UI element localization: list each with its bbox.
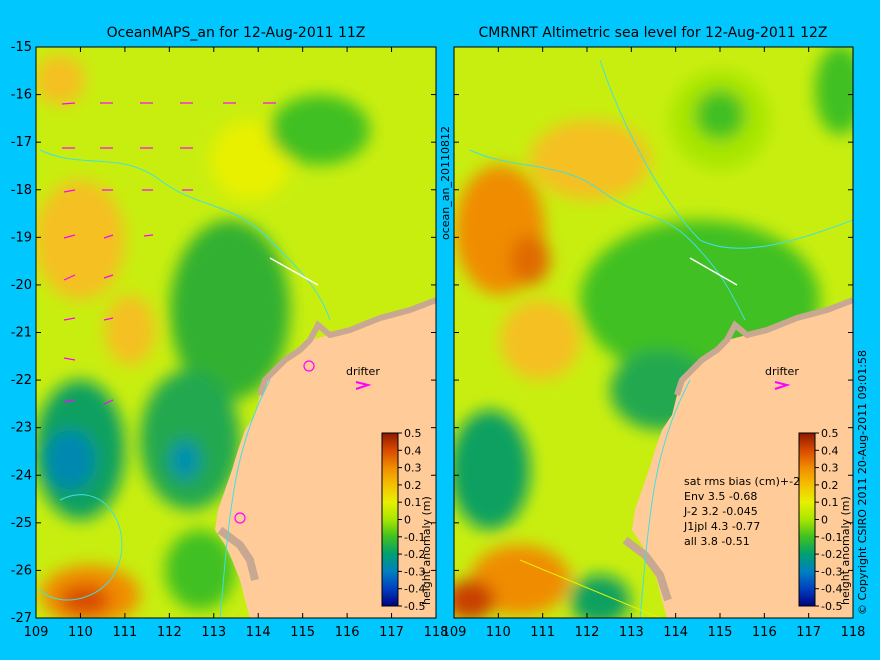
left-colorbar-label: height anomaly (m) (420, 496, 433, 605)
left-colorbar: 0.5 0.4 0.3 0.2 0.1 0 -0.1 -0.2 -0.3 -0.4 -0.5 hei… (381, 427, 433, 613)
colorbar-tick-label: 0.2 (404, 479, 422, 492)
lon-tick-label: 110 (486, 625, 511, 640)
lat-tick-label: -21 (11, 326, 32, 341)
right-panel-title: CMRNRT Altimetric sea level for 12-Aug-2… (479, 25, 828, 41)
colorbar-tick-label: 0.4 (821, 444, 839, 457)
lon-tick-label: 110 (68, 625, 93, 640)
lat-tick-label: -27 (11, 611, 32, 626)
colorbar-tick-label: -0.1 (821, 531, 842, 544)
right-drifter-marker (774, 381, 791, 390)
right-colorbar: 0.5 0.4 0.3 0.2 0.1 0 -0.1 -0.2 -0.3 -0.4 -0.5 hei… (798, 427, 852, 613)
colorbar-tick-label: 0.1 (404, 496, 422, 509)
lon-tick-label: 117 (796, 625, 821, 640)
colorbar-tick-label: 0.4 (404, 444, 422, 457)
stats-row: J-2 3.2 -0.045 (683, 505, 758, 518)
lon-tick-label: 112 (575, 625, 600, 640)
colorbar-tick-label: 0.5 (821, 427, 839, 440)
lat-tick-label: -18 (11, 183, 32, 198)
left-panel-title: OceanMAPS_an for 12-Aug-2011 11Z (107, 25, 366, 41)
colorbar-tick-label: -0.1 (404, 531, 425, 544)
colorbar-tick-label: 0.2 (821, 479, 839, 492)
stats-row: Env 3.5 -0.68 (684, 490, 757, 503)
lon-tick-label: 113 (619, 625, 644, 640)
lat-tick-label: -15 (11, 40, 32, 55)
right-drifter-label: drifter (765, 365, 799, 378)
lat-tick-label: -16 (11, 88, 32, 103)
colorbar-tick-label: -0.5 (404, 600, 425, 613)
stats-header: sat rms bias (cm)+-20 (684, 475, 807, 488)
colorbar-tick-label: -0.4 (404, 583, 425, 596)
lat-tick-label: -24 (11, 468, 32, 483)
left-axes: -15-16-17-18-19-20-21-22-23-24-25-26-271… (11, 40, 449, 640)
colorbar-tick-label: -0.2 (404, 548, 425, 561)
lon-tick-label: 111 (112, 625, 137, 640)
lon-tick-label: 115 (708, 625, 733, 640)
lat-tick-label: -25 (11, 516, 32, 531)
lon-tick-label: 118 (424, 625, 449, 640)
left-drifter-label: drifter (346, 365, 380, 378)
left-land (215, 300, 436, 618)
lon-tick-label: 114 (663, 625, 688, 640)
colorbar-tick-label: 0 (821, 514, 828, 527)
lon-tick-label: 114 (246, 625, 271, 640)
lat-tick-label: -17 (11, 135, 32, 150)
lon-tick-label: 117 (379, 625, 404, 640)
colorbar-tick-label: 0.5 (404, 427, 422, 440)
satellite-stats: sat rms bias (cm)+-20 Env 3.5 -0.68 J-2 … (683, 475, 807, 548)
colorbar-tick-label: 0.3 (404, 462, 422, 475)
lon-tick-label: 115 (290, 625, 315, 640)
copyright-label: © Copyright CSIRO 2011 20-Aug-2011 09:01… (856, 350, 869, 615)
lat-tick-label: -26 (11, 563, 32, 578)
lon-tick-label: 109 (24, 625, 49, 640)
colorbar-tick-label: -0.2 (821, 548, 842, 561)
lat-tick-label: -20 (11, 278, 32, 293)
stats-row: J1jpl 4.3 -0.77 (683, 520, 760, 533)
colorbar-tick-label: -0.3 (404, 565, 425, 578)
lon-tick-label: 112 (157, 625, 182, 640)
lon-tick-label: 116 (752, 625, 777, 640)
colorbar-tick-label: 0.1 (821, 496, 839, 509)
lat-tick-label: -19 (11, 230, 32, 245)
lon-tick-label: 118 (841, 625, 866, 640)
right-land (632, 300, 853, 618)
stats-row: all 3.8 -0.51 (684, 535, 750, 548)
left-map-field (36, 47, 436, 618)
left-drifter-marker (355, 381, 372, 390)
colorbar-tick-label: -0.3 (821, 565, 842, 578)
lat-tick-label: -23 (11, 421, 32, 436)
right-axes: 109 110 111 112 113 114 115 116 117 118 (442, 46, 866, 640)
lon-tick-label: 116 (335, 625, 360, 640)
right-colorbar-label: height anomaly (m) (839, 496, 852, 605)
left-velocity-arrows (61, 102, 276, 405)
lat-tick-label: -22 (11, 373, 32, 388)
colorbar-tick-label: -0.5 (821, 600, 842, 613)
lon-tick-label: 111 (530, 625, 555, 640)
colorbar-tick-label: 0 (404, 514, 411, 527)
lon-tick-label: 113 (201, 625, 226, 640)
lon-tick-label: 109 (442, 625, 467, 640)
left-side-label: ocean_an_20110812 (439, 126, 452, 240)
colorbar-tick-label: 0.3 (821, 462, 839, 475)
colorbar-tick-label: -0.4 (821, 583, 842, 596)
right-map-field (454, 47, 853, 618)
